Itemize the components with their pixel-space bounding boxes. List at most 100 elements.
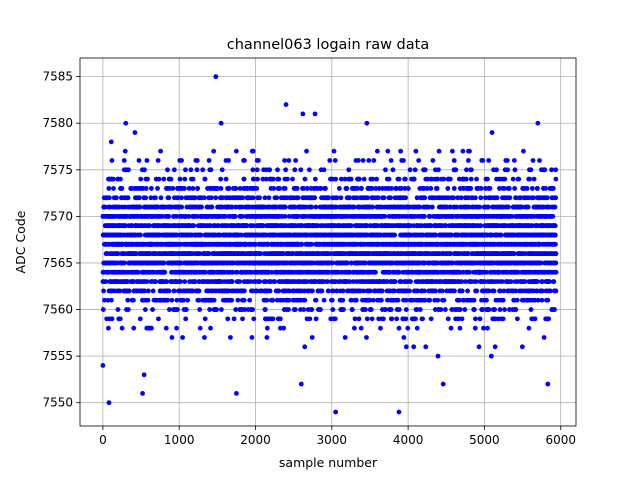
data-point <box>472 195 478 201</box>
data-point <box>307 316 313 322</box>
data-point <box>452 288 457 294</box>
data-point <box>179 204 185 210</box>
data-point <box>304 186 310 191</box>
data-point <box>218 186 224 191</box>
data-point <box>101 288 106 294</box>
data-point <box>131 325 137 331</box>
data-point <box>451 186 457 191</box>
data-point <box>457 307 463 312</box>
data-point <box>277 186 283 191</box>
data-point <box>381 316 386 322</box>
data-point <box>321 297 327 303</box>
data-point <box>374 176 380 182</box>
data-point <box>219 307 224 312</box>
data-point <box>102 204 108 210</box>
data-point <box>106 186 112 191</box>
data-point <box>473 316 478 322</box>
data-point <box>166 195 172 201</box>
data-point <box>403 344 409 350</box>
data-point <box>190 288 196 294</box>
data-point <box>231 316 237 322</box>
data-point <box>206 251 212 257</box>
data-point <box>449 148 455 154</box>
data-point <box>295 213 301 219</box>
data-point <box>138 176 144 182</box>
data-point <box>256 158 261 163</box>
data-point <box>284 195 289 201</box>
data-point <box>428 186 434 191</box>
data-point <box>159 213 165 219</box>
data-point <box>233 186 239 191</box>
data-point <box>270 297 276 303</box>
data-point <box>407 288 412 294</box>
data-point <box>260 176 266 182</box>
data-point <box>186 186 192 191</box>
data-point <box>401 335 407 340</box>
data-point <box>442 307 448 312</box>
data-point <box>232 213 238 219</box>
data-point <box>218 176 224 182</box>
data-point <box>133 251 139 257</box>
data-point <box>448 325 454 331</box>
data-point <box>323 186 328 191</box>
data-point <box>264 325 270 331</box>
data-point <box>182 176 188 182</box>
data-point <box>382 213 388 219</box>
data-point <box>359 186 364 191</box>
data-point <box>122 260 127 266</box>
data-point <box>250 307 256 312</box>
data-point <box>373 269 378 275</box>
data-point <box>229 297 235 303</box>
data-point <box>153 195 158 201</box>
data-point <box>251 176 256 182</box>
data-point <box>215 186 220 191</box>
data-point <box>379 288 385 294</box>
data-point <box>182 279 188 284</box>
data-point <box>192 279 198 284</box>
data-point <box>445 316 451 322</box>
data-point <box>430 158 436 163</box>
data-point <box>105 297 111 303</box>
data-point <box>355 158 361 163</box>
data-point <box>325 288 331 294</box>
data-point <box>169 335 175 340</box>
data-point <box>362 307 368 312</box>
data-point <box>478 186 484 191</box>
data-point <box>294 186 300 191</box>
data-point <box>267 167 273 173</box>
data-point <box>364 316 370 322</box>
data-point <box>348 176 354 182</box>
data-point <box>388 158 394 163</box>
data-point <box>319 288 325 294</box>
data-point <box>240 195 246 201</box>
data-point <box>270 176 276 182</box>
data-point <box>117 316 123 322</box>
data-point <box>310 288 315 294</box>
data-point <box>411 344 417 350</box>
data-point <box>171 288 177 294</box>
data-point <box>118 176 123 182</box>
data-point <box>464 167 469 173</box>
data-point <box>114 195 119 201</box>
data-point <box>413 316 418 322</box>
data-point <box>211 148 217 154</box>
data-point <box>267 288 273 294</box>
data-point <box>331 148 337 154</box>
data-point <box>318 307 323 312</box>
data-point <box>178 279 183 284</box>
data-point <box>408 279 413 284</box>
data-point <box>202 316 208 322</box>
data-point <box>250 195 256 201</box>
data-point <box>360 158 366 163</box>
data-point <box>274 195 280 201</box>
data-point <box>250 167 256 173</box>
data-point <box>142 288 148 294</box>
data-point <box>165 297 171 303</box>
data-point <box>292 307 298 312</box>
data-point <box>242 158 247 163</box>
data-point <box>150 307 155 312</box>
data-point <box>168 176 174 182</box>
data-point <box>325 279 330 284</box>
data-point <box>435 353 441 359</box>
data-point <box>192 195 198 201</box>
